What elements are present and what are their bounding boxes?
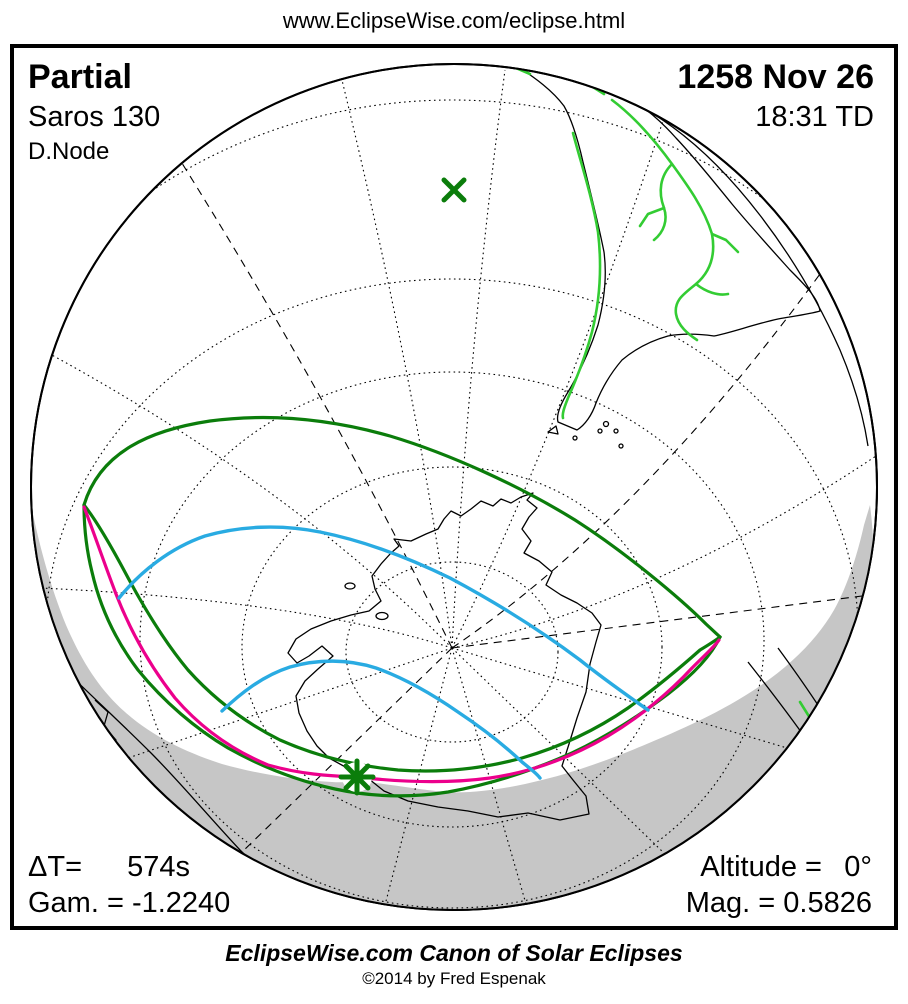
saros-label: Saros 130 <box>28 101 160 133</box>
penumbra-limit-inner-curve <box>82 503 722 773</box>
gamma-value: Gam. = -1.2240 <box>28 887 230 919</box>
globe-rim <box>30 63 878 911</box>
magnitude-value: Mag. = 0.5826 <box>686 887 872 919</box>
eclipse-date: 1258 Nov 26 <box>677 58 874 96</box>
altitude-label: Altitude = <box>700 851 822 883</box>
delta-t-label: ΔT= <box>28 851 82 883</box>
max-eclipse-curve-lower <box>220 659 542 780</box>
footer-copyright: ©2014 by Fred Espenak <box>362 969 546 988</box>
eight-point-star-icon <box>338 758 376 796</box>
max-eclipse-curve-upper <box>117 525 650 712</box>
x-cross-icon <box>441 177 467 203</box>
eclipse-type-label: Partial <box>28 58 132 96</box>
delta-t-value: 574s <box>127 851 190 883</box>
footer-title: EclipseWise.com Canon of Solar Eclipses <box>225 940 682 966</box>
altitude-value: 0° <box>844 851 872 883</box>
page-url: www.EclipseWise.com/eclipse.html <box>282 8 625 33</box>
limb-coastline <box>649 111 869 447</box>
eclipse-time: 18:31 TD <box>755 101 874 133</box>
node-label: D.Node <box>28 138 109 165</box>
map-frame <box>10 44 898 930</box>
south-america-coastline <box>519 64 821 431</box>
antarctica-coastline <box>287 492 602 821</box>
